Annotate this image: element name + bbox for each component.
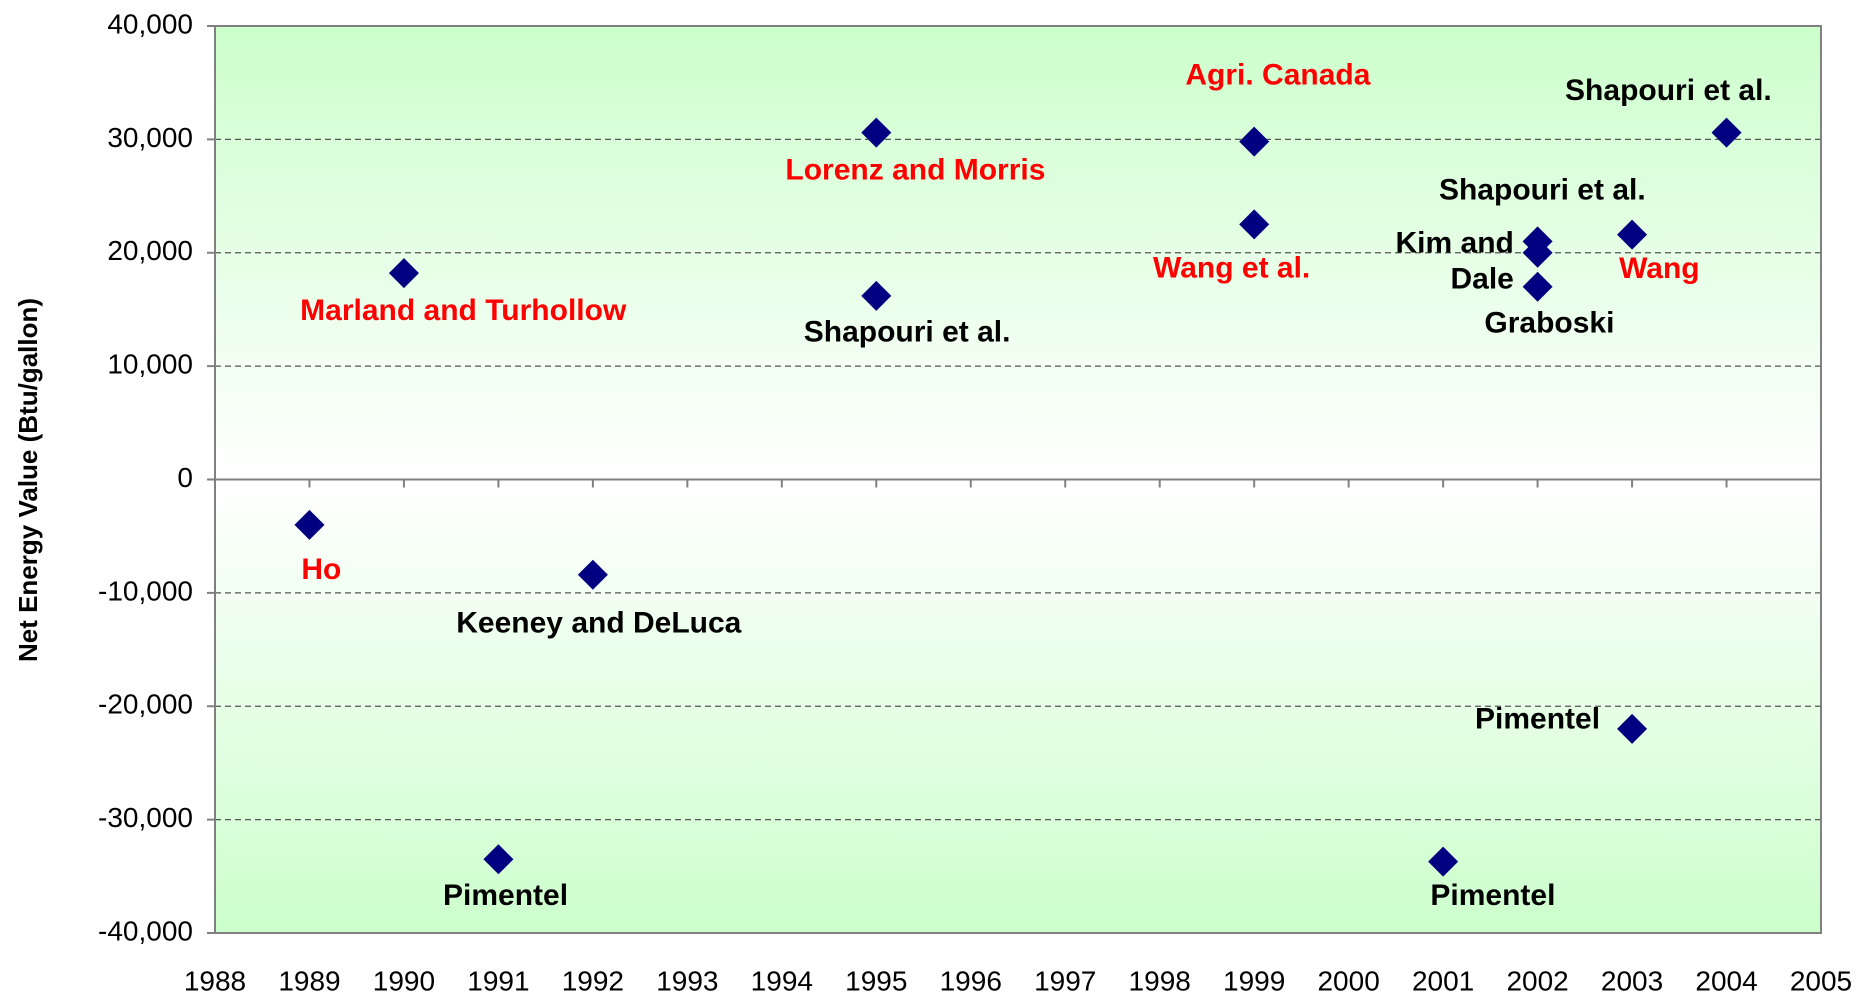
- marker: [861, 117, 892, 148]
- x-tick-label: 2003: [1601, 965, 1663, 996]
- marker: [1522, 237, 1553, 268]
- x-tick-label: 1997: [1034, 965, 1096, 996]
- plot-border: [214, 25, 1822, 934]
- x-tick-label: 1989: [278, 965, 340, 996]
- marker: [388, 258, 419, 289]
- x-tick-label: 1991: [467, 965, 529, 996]
- marker: [1617, 219, 1648, 250]
- point-label: Pimentel: [443, 879, 568, 912]
- y-tick-label: 40,000: [107, 8, 193, 39]
- y-tick-label: -10,000: [98, 575, 193, 606]
- x-tick-label: 2002: [1506, 965, 1568, 996]
- x-tick-label: 1998: [1129, 965, 1191, 996]
- x-tick-label: 2000: [1317, 965, 1379, 996]
- marker: [1617, 713, 1648, 744]
- point-label: Ho: [301, 553, 341, 586]
- y-axis-title: Net Energy Value (Btu/gallon): [13, 298, 43, 662]
- y-tick-label: -20,000: [98, 689, 193, 720]
- x-tick-label: 2001: [1412, 965, 1474, 996]
- point-label: Keeney and DeLuca: [456, 606, 741, 639]
- point-label: Wang: [1619, 252, 1700, 285]
- marker: [1428, 846, 1459, 877]
- marker: [861, 280, 892, 311]
- point-label: Pimentel: [1430, 879, 1555, 912]
- marker: [577, 559, 608, 590]
- point-label: Wang et al.: [1153, 251, 1310, 284]
- point-label: Shapouri et al.: [1439, 174, 1646, 207]
- point-label: Lorenz and Morris: [785, 154, 1045, 187]
- x-tick-label: 1996: [940, 965, 1002, 996]
- x-tick-label: 1994: [751, 965, 813, 996]
- y-tick-label: 0: [177, 462, 193, 493]
- point-label: Marland and Turhollow: [300, 294, 627, 327]
- point-label: Kim and: [1396, 226, 1514, 259]
- point-label: Shapouri et al.: [1565, 74, 1772, 107]
- x-tick-label: 1993: [656, 965, 718, 996]
- point-label: Pimentel: [1475, 703, 1600, 736]
- marker: [1711, 117, 1742, 148]
- x-tick-label: 1988: [184, 965, 246, 996]
- x-tick-label: 1999: [1223, 965, 1285, 996]
- point-label: Dale: [1450, 262, 1513, 295]
- x-tick-label: 1990: [373, 965, 435, 996]
- x-tick-label: 2005: [1790, 965, 1852, 996]
- y-tick-label: 10,000: [107, 349, 193, 380]
- marker: [483, 844, 514, 875]
- y-tick-label: -40,000: [98, 915, 193, 946]
- marker: [294, 509, 325, 540]
- y-tick-label: -30,000: [98, 802, 193, 833]
- marker: [1522, 271, 1553, 302]
- y-tick-label: 30,000: [107, 122, 193, 153]
- x-tick-label: 1992: [562, 965, 624, 996]
- marker: [1239, 126, 1270, 157]
- point-label: Shapouri et al.: [804, 316, 1011, 349]
- point-label: Graboski: [1484, 307, 1614, 340]
- y-tick-label: 20,000: [107, 235, 193, 266]
- x-tick-label: 1995: [845, 965, 907, 996]
- point-label: Agri. Canada: [1185, 58, 1370, 91]
- marker: [1239, 209, 1270, 240]
- x-tick-label: 2004: [1695, 965, 1757, 996]
